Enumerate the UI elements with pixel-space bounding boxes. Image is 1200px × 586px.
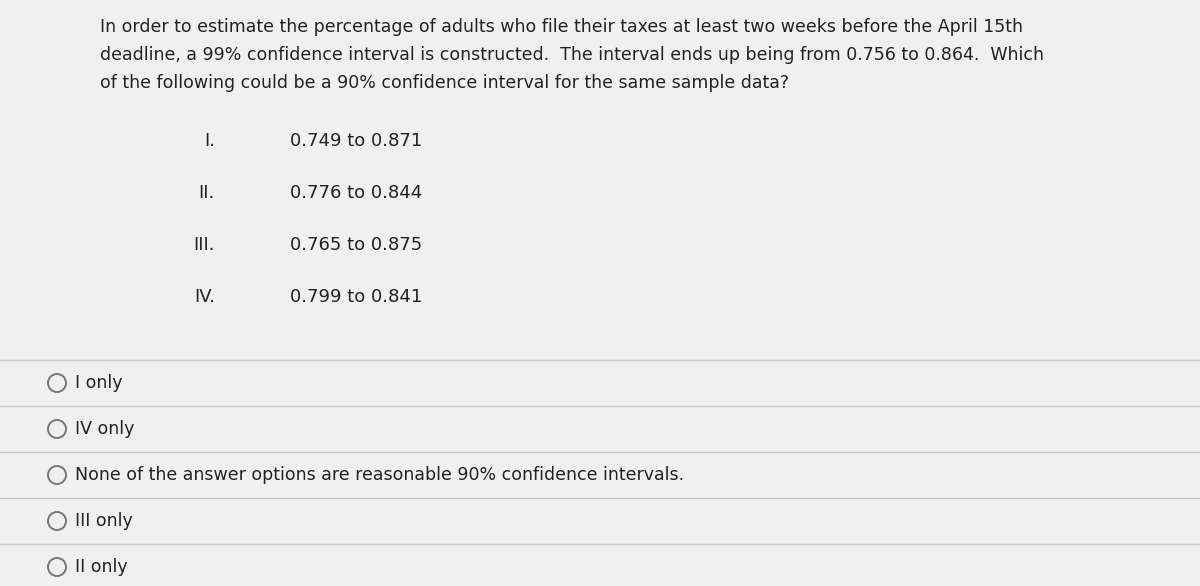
Text: 0.776 to 0.844: 0.776 to 0.844 [290, 184, 422, 202]
Text: 0.799 to 0.841: 0.799 to 0.841 [290, 288, 422, 306]
Text: 0.765 to 0.875: 0.765 to 0.875 [290, 236, 422, 254]
Text: III.: III. [193, 236, 215, 254]
Text: of the following could be a 90% confidence interval for the same sample data?: of the following could be a 90% confiden… [100, 74, 790, 92]
Text: I only: I only [74, 374, 122, 392]
Text: I.: I. [204, 132, 215, 150]
Text: 0.749 to 0.871: 0.749 to 0.871 [290, 132, 422, 150]
Text: II only: II only [74, 558, 127, 576]
Text: In order to estimate the percentage of adults who file their taxes at least two : In order to estimate the percentage of a… [100, 18, 1022, 36]
Text: II.: II. [199, 184, 215, 202]
Text: III only: III only [74, 512, 133, 530]
Text: IV.: IV. [194, 288, 215, 306]
Text: deadline, a 99% confidence interval is constructed.  The interval ends up being : deadline, a 99% confidence interval is c… [100, 46, 1044, 64]
Text: None of the answer options are reasonable 90% confidence intervals.: None of the answer options are reasonabl… [74, 466, 684, 484]
Text: IV only: IV only [74, 420, 134, 438]
